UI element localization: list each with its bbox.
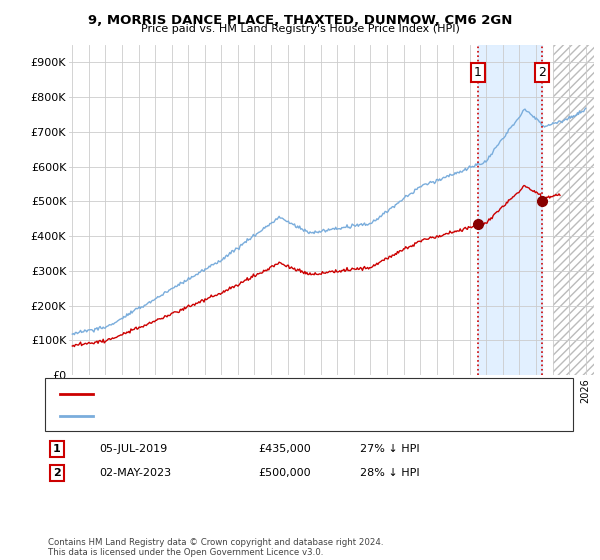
Bar bbox=[553, 45, 594, 375]
Bar bbox=[553, 45, 594, 375]
Text: 2: 2 bbox=[538, 66, 546, 79]
Text: Price paid vs. HM Land Registry's House Price Index (HPI): Price paid vs. HM Land Registry's House … bbox=[140, 24, 460, 34]
Text: £435,000: £435,000 bbox=[258, 444, 311, 454]
Text: 28% ↓ HPI: 28% ↓ HPI bbox=[360, 468, 419, 478]
Text: 1: 1 bbox=[53, 444, 61, 454]
Text: £500,000: £500,000 bbox=[258, 468, 311, 478]
Text: 9, MORRIS DANCE PLACE, THAXTED, DUNMOW, CM6 2GN: 9, MORRIS DANCE PLACE, THAXTED, DUNMOW, … bbox=[88, 14, 512, 27]
Text: HPI: Average price, detached house, Uttlesford: HPI: Average price, detached house, Uttl… bbox=[98, 410, 332, 421]
Text: 9, MORRIS DANCE PLACE, THAXTED, DUNMOW, CM6 2GN (detached house): 9, MORRIS DANCE PLACE, THAXTED, DUNMOW, … bbox=[98, 389, 475, 399]
Text: 05-JUL-2019: 05-JUL-2019 bbox=[99, 444, 167, 454]
Text: 02-MAY-2023: 02-MAY-2023 bbox=[99, 468, 171, 478]
Text: Contains HM Land Registry data © Crown copyright and database right 2024.
This d: Contains HM Land Registry data © Crown c… bbox=[48, 538, 383, 557]
Text: 2: 2 bbox=[53, 468, 61, 478]
Text: 1: 1 bbox=[474, 66, 482, 79]
Bar bbox=[478, 45, 542, 375]
Text: 27% ↓ HPI: 27% ↓ HPI bbox=[360, 444, 419, 454]
